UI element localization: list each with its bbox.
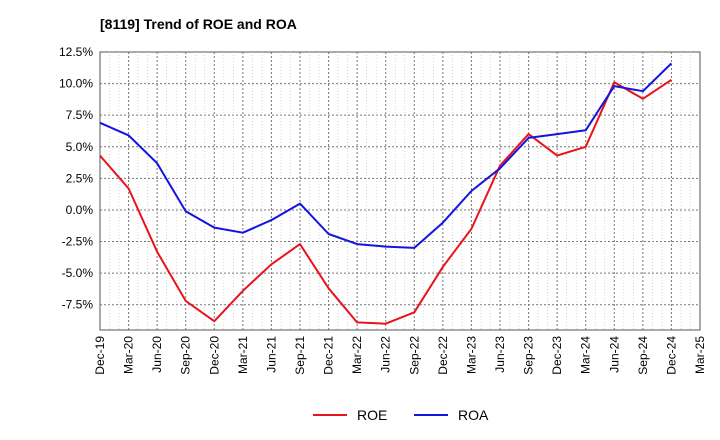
x-tick-label: Mar-21: [236, 336, 250, 374]
series-lines: [99, 62, 673, 325]
x-tick-label: Jun-20: [150, 336, 164, 373]
y-tick-label: -7.5%: [62, 298, 94, 312]
grid-lines: [100, 52, 700, 330]
y-tick-label: -5.0%: [62, 266, 94, 280]
legend-line-roa: [414, 414, 448, 416]
legend-item-roe: ROE: [313, 403, 387, 427]
x-tick-label: Dec-21: [322, 336, 336, 375]
x-tick-label: Mar-24: [579, 336, 593, 374]
x-tick-label: Sep-24: [636, 336, 650, 375]
x-tick-label: Dec-20: [207, 336, 221, 375]
x-tick-label: Dec-24: [664, 336, 678, 375]
legend-line-roe: [313, 414, 347, 416]
x-tick-label: Jun-22: [379, 336, 393, 373]
y-tick-label: 12.5%: [59, 45, 93, 59]
series-line-roa: [99, 62, 673, 249]
y-axis-tick-labels: 12.5% 10.0% 7.5% 5.0% 2.5% 0.0% -2.5% -5.0% -7.5…: [59, 45, 93, 312]
y-tick-label: 5.0%: [66, 140, 94, 154]
y-tick-label: -2.5%: [62, 235, 94, 249]
legend: ROE ROA: [0, 403, 720, 427]
legend-label-roa: ROA: [458, 407, 489, 423]
x-tick-label: Mar-20: [122, 336, 136, 374]
series-line-roe: [99, 78, 672, 325]
legend-label-roe: ROE: [357, 407, 388, 423]
y-tick-label: 2.5%: [66, 171, 94, 185]
y-tick-label: 0.0%: [66, 203, 94, 217]
x-tick-label: Sep-23: [522, 336, 536, 375]
x-tick-label: Mar-23: [464, 336, 478, 374]
chart-title: [8119] Trend of ROE and ROA: [100, 16, 297, 32]
x-tick-label: Sep-20: [179, 336, 193, 375]
plot-area-frame: [99, 51, 701, 331]
x-tick-label: Dec-22: [436, 336, 450, 375]
x-tick-label: Sep-22: [407, 336, 421, 375]
x-tick-label: Dec-19: [93, 336, 107, 375]
y-tick-label: 7.5%: [66, 108, 94, 122]
x-tick-label: Jun-24: [607, 336, 621, 373]
x-tick-label: Mar-22: [350, 336, 364, 374]
x-tick-label: Jun-21: [264, 336, 278, 373]
x-axis-tick-labels: Dec-19 Mar-20 Jun-20 Sep-20 Dec-20 Mar-21 Jun-…: [93, 336, 707, 375]
x-tick-label: Jun-23: [493, 336, 507, 373]
y-tick-label: 10.0%: [59, 77, 93, 91]
legend-item-roa: ROA: [414, 403, 488, 427]
x-tick-label: Mar-25: [693, 336, 707, 374]
x-tick-label: Dec-23: [550, 336, 564, 375]
x-tick-label: Sep-21: [293, 336, 307, 375]
